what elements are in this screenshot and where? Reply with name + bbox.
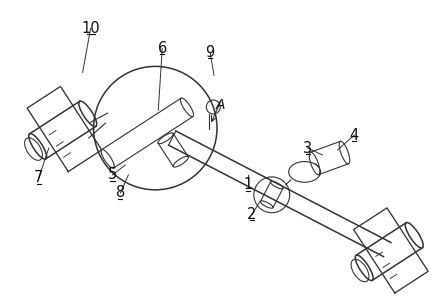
Text: 8: 8 [116, 185, 125, 200]
Text: 6: 6 [158, 41, 167, 56]
Text: A: A [215, 98, 225, 112]
Text: 9: 9 [205, 45, 215, 60]
Text: 4: 4 [350, 128, 359, 143]
Text: 3: 3 [303, 140, 312, 156]
Text: 2: 2 [247, 207, 257, 222]
Text: 1: 1 [243, 177, 252, 192]
Text: 7: 7 [34, 170, 43, 185]
Text: 5: 5 [108, 168, 117, 182]
Text: 10: 10 [81, 21, 100, 36]
